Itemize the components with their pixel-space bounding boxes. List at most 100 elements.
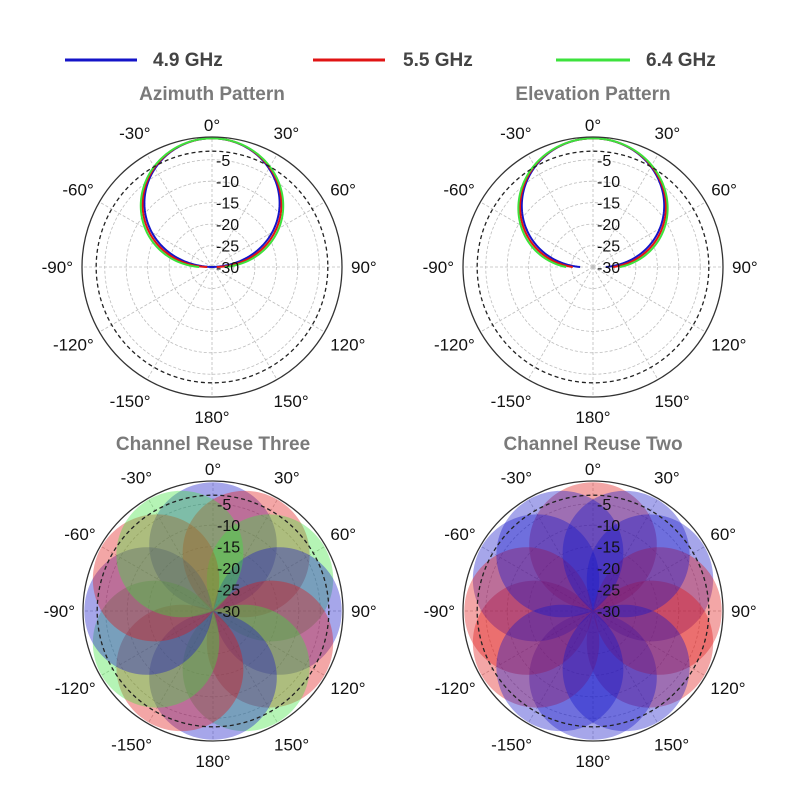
radial-tick-label: -25 bbox=[597, 239, 620, 256]
radial-tick-label: -15 bbox=[597, 540, 620, 557]
series-line-3 bbox=[517, 137, 669, 268]
lobe-4 bbox=[213, 547, 342, 675]
radial-tick-labels: -5 -10 -15 -20 -25 -30 bbox=[217, 497, 240, 621]
angle-tick-label: -30° bbox=[119, 124, 150, 143]
grid-spoke bbox=[212, 610, 279, 724]
angle-tick-label: 0° bbox=[205, 460, 221, 479]
grid-spoke bbox=[212, 498, 279, 612]
grid-spoke bbox=[592, 266, 706, 333]
lobe-6 bbox=[182, 604, 310, 732]
lobe-7 bbox=[593, 547, 722, 675]
angle-tick-label: 60° bbox=[330, 181, 356, 200]
plot-title: Channel Reuse Two bbox=[503, 434, 682, 455]
lobe-9 bbox=[562, 490, 690, 618]
angle-tick-labels: 0° 30° 60° 90° 120° 150° 180° -150° -120° -90° -60… bbox=[42, 116, 377, 427]
grid-spoke bbox=[592, 154, 659, 268]
lobe-8 bbox=[116, 604, 244, 732]
radial-tick-label: -20 bbox=[597, 217, 620, 234]
grid-spoke bbox=[212, 545, 326, 612]
data-layer bbox=[464, 482, 722, 740]
radial-tick-labels: -5 -10 -15 -20 -25 -30 bbox=[597, 153, 620, 277]
outer-ring bbox=[81, 136, 343, 398]
grid-spoke bbox=[211, 266, 325, 333]
radial-tick-label: -25 bbox=[216, 239, 239, 256]
elevation-pattern-plot: Elevation Pattern -5 -10 -15 -20 -25 -30 0° 30° 6… bbox=[423, 84, 758, 427]
angle-tick-label: 30° bbox=[654, 469, 680, 488]
angle-tick-label: 150° bbox=[274, 392, 309, 411]
angle-tick-labels: 0° 30° 60° 90° 120° 150° 180° -150° -120° -90° -60… bbox=[423, 116, 758, 427]
radial-tick-label: -30 bbox=[597, 260, 620, 277]
angle-tick-labels: 0° 30° 60° 90° 120° 150° 180° -150° -120° -90° -60… bbox=[44, 460, 377, 771]
angle-tick-label: -60° bbox=[444, 525, 475, 544]
radial-tick-label: -10 bbox=[216, 174, 239, 191]
angle-tick-label: 0° bbox=[585, 116, 601, 135]
angle-tick-label: -60° bbox=[64, 525, 95, 544]
grid-spoke bbox=[592, 266, 659, 380]
angle-tick-label: -30° bbox=[121, 469, 152, 488]
lobe-11 bbox=[562, 604, 690, 732]
radial-tick-label: -15 bbox=[597, 196, 620, 213]
outer-ring bbox=[82, 480, 344, 742]
angle-tick-label: 120° bbox=[711, 336, 746, 355]
lobe-6 bbox=[472, 514, 600, 642]
angle-tick-label: -120° bbox=[435, 679, 476, 698]
radial-tick-label: -10 bbox=[597, 518, 620, 535]
radial-tick-label: -30 bbox=[216, 260, 239, 277]
legend: 4.9 GHz 5.5 GHz 6.4 GHz bbox=[65, 50, 716, 71]
grid-spoke bbox=[99, 266, 213, 333]
angle-tick-label: -60° bbox=[62, 181, 93, 200]
channel-reuse-three-plot: Channel Reuse Three -5 -10 -15 -20 -25 -30 0° 30… bbox=[44, 434, 377, 771]
radial-tick-label: -20 bbox=[217, 561, 240, 578]
angle-tick-label: 120° bbox=[710, 679, 745, 698]
radial-tick-labels: -5 -10 -15 -20 -25 -30 bbox=[597, 497, 620, 621]
angle-tick-label: -30° bbox=[500, 124, 531, 143]
grid-spoke bbox=[480, 545, 594, 612]
outer-ring bbox=[462, 136, 724, 398]
angle-tick-label: 180° bbox=[195, 752, 230, 771]
angle-tick-label: -30° bbox=[501, 469, 532, 488]
grid-spoke bbox=[592, 610, 659, 724]
angle-tick-label: -120° bbox=[55, 679, 96, 698]
grid-spoke bbox=[211, 266, 278, 380]
grid-spoke bbox=[480, 201, 594, 268]
radial-tick-label: -20 bbox=[216, 217, 239, 234]
grid-spoke bbox=[592, 201, 706, 268]
radial-tick-label: -5 bbox=[597, 153, 611, 170]
lobe-2 bbox=[182, 490, 310, 618]
data-layer bbox=[517, 137, 669, 268]
grid-spoke bbox=[211, 154, 278, 268]
angle-tick-label: -150° bbox=[110, 392, 151, 411]
radial-tick-label: -15 bbox=[217, 540, 240, 557]
grid-ring bbox=[148, 546, 278, 676]
series-line-3 bbox=[139, 137, 285, 268]
lobe-2 bbox=[586, 514, 714, 642]
angle-tick-label: 30° bbox=[274, 124, 300, 143]
angle-tick-label: 30° bbox=[274, 469, 300, 488]
angle-tick-label: -90° bbox=[423, 258, 454, 277]
grid-ring bbox=[147, 202, 277, 332]
angle-tick-label: -90° bbox=[42, 258, 73, 277]
lobe-5 bbox=[472, 580, 600, 708]
grid-ring bbox=[528, 202, 658, 332]
data-layer bbox=[139, 137, 285, 268]
lobe-12 bbox=[116, 490, 244, 618]
radial-tick-label: -10 bbox=[217, 518, 240, 535]
channel-reuse-two-plot: Channel Reuse Two -5 -10 -15 -20 -25 -30 0° 30° 6… bbox=[424, 434, 757, 771]
reference-circle bbox=[95, 150, 329, 384]
polar-grid bbox=[463, 137, 723, 397]
legend-item: 5.5 GHz bbox=[313, 50, 473, 71]
grid-spoke bbox=[527, 498, 594, 612]
grid-spoke bbox=[527, 266, 594, 380]
angle-tick-label: -150° bbox=[111, 735, 152, 754]
grid-spoke bbox=[211, 201, 325, 268]
angle-tick-label: 150° bbox=[654, 735, 689, 754]
angle-tick-label: 90° bbox=[731, 602, 757, 621]
lobe-11 bbox=[92, 514, 220, 642]
lobe-10 bbox=[84, 547, 213, 675]
lobe-3 bbox=[586, 580, 714, 708]
radial-tick-label: -10 bbox=[597, 174, 620, 191]
lobe-5 bbox=[206, 580, 334, 708]
lobe-1 bbox=[529, 482, 657, 611]
angle-tick-label: -150° bbox=[491, 392, 532, 411]
